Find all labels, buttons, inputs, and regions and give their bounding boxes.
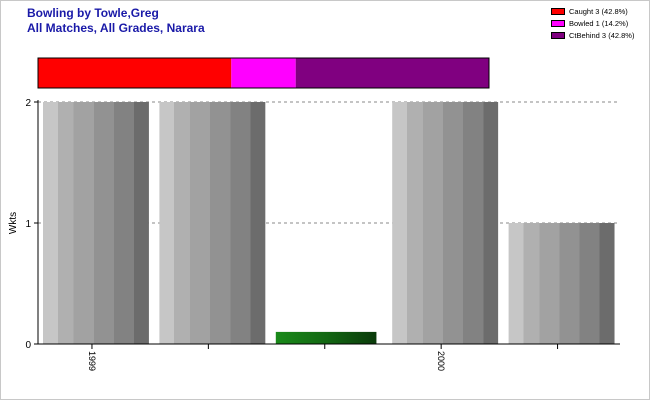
bar — [159, 102, 266, 344]
chart-title: Bowling by Towle,Greg — [27, 6, 159, 20]
x-tick-label: 1999 — [87, 351, 97, 371]
bar — [392, 102, 499, 344]
bar — [508, 223, 615, 344]
axes: 0 1 2 1999 2000 Wkts — [8, 98, 620, 371]
legend-label-bowled: Bowled 1 (14.2%) — [569, 19, 629, 28]
stack-segment-ctbehind — [295, 58, 489, 88]
bars — [43, 102, 615, 344]
y-tick-label: 1 — [25, 219, 31, 230]
legend-item-bowled: Bowled 1 (14.2%) — [551, 18, 634, 29]
stacked-bar — [37, 57, 490, 89]
legend-item-caught: Caught 3 (42.8%) — [551, 6, 634, 17]
y-axis-label: Wkts — [8, 212, 19, 234]
legend-label-ctbehind: CtBehind 3 (42.8%) — [569, 31, 635, 40]
stack-segment-caught — [38, 58, 232, 88]
chart-subtitle: All Matches, All Grades, Narara — [27, 21, 205, 35]
y-tick-label: 0 — [25, 340, 31, 351]
legend-swatch-caught — [551, 8, 565, 15]
legend-swatch-bowled — [551, 20, 565, 27]
x-tick-label: 2000 — [436, 351, 446, 371]
legend-swatch-ctbehind — [551, 32, 565, 39]
legend: Caught 3 (42.8%) Bowled 1 (14.2%) CtBehi… — [551, 6, 634, 42]
y-tick-label: 2 — [25, 98, 31, 109]
legend-item-ctbehind: CtBehind 3 (42.8%) — [551, 30, 634, 41]
stack-outline — [37, 57, 490, 89]
bar — [275, 331, 377, 344]
bar — [43, 102, 149, 344]
legend-label-caught: Caught 3 (42.8%) — [569, 7, 628, 16]
stack-segment-bowled — [231, 58, 296, 88]
